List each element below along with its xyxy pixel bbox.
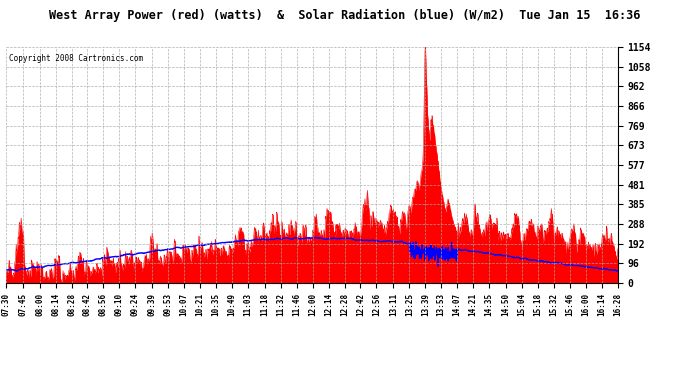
Text: Copyright 2008 Cartronics.com: Copyright 2008 Cartronics.com bbox=[8, 54, 143, 63]
Text: West Array Power (red) (watts)  &  Solar Radiation (blue) (W/m2)  Tue Jan 15  16: West Array Power (red) (watts) & Solar R… bbox=[49, 9, 641, 22]
